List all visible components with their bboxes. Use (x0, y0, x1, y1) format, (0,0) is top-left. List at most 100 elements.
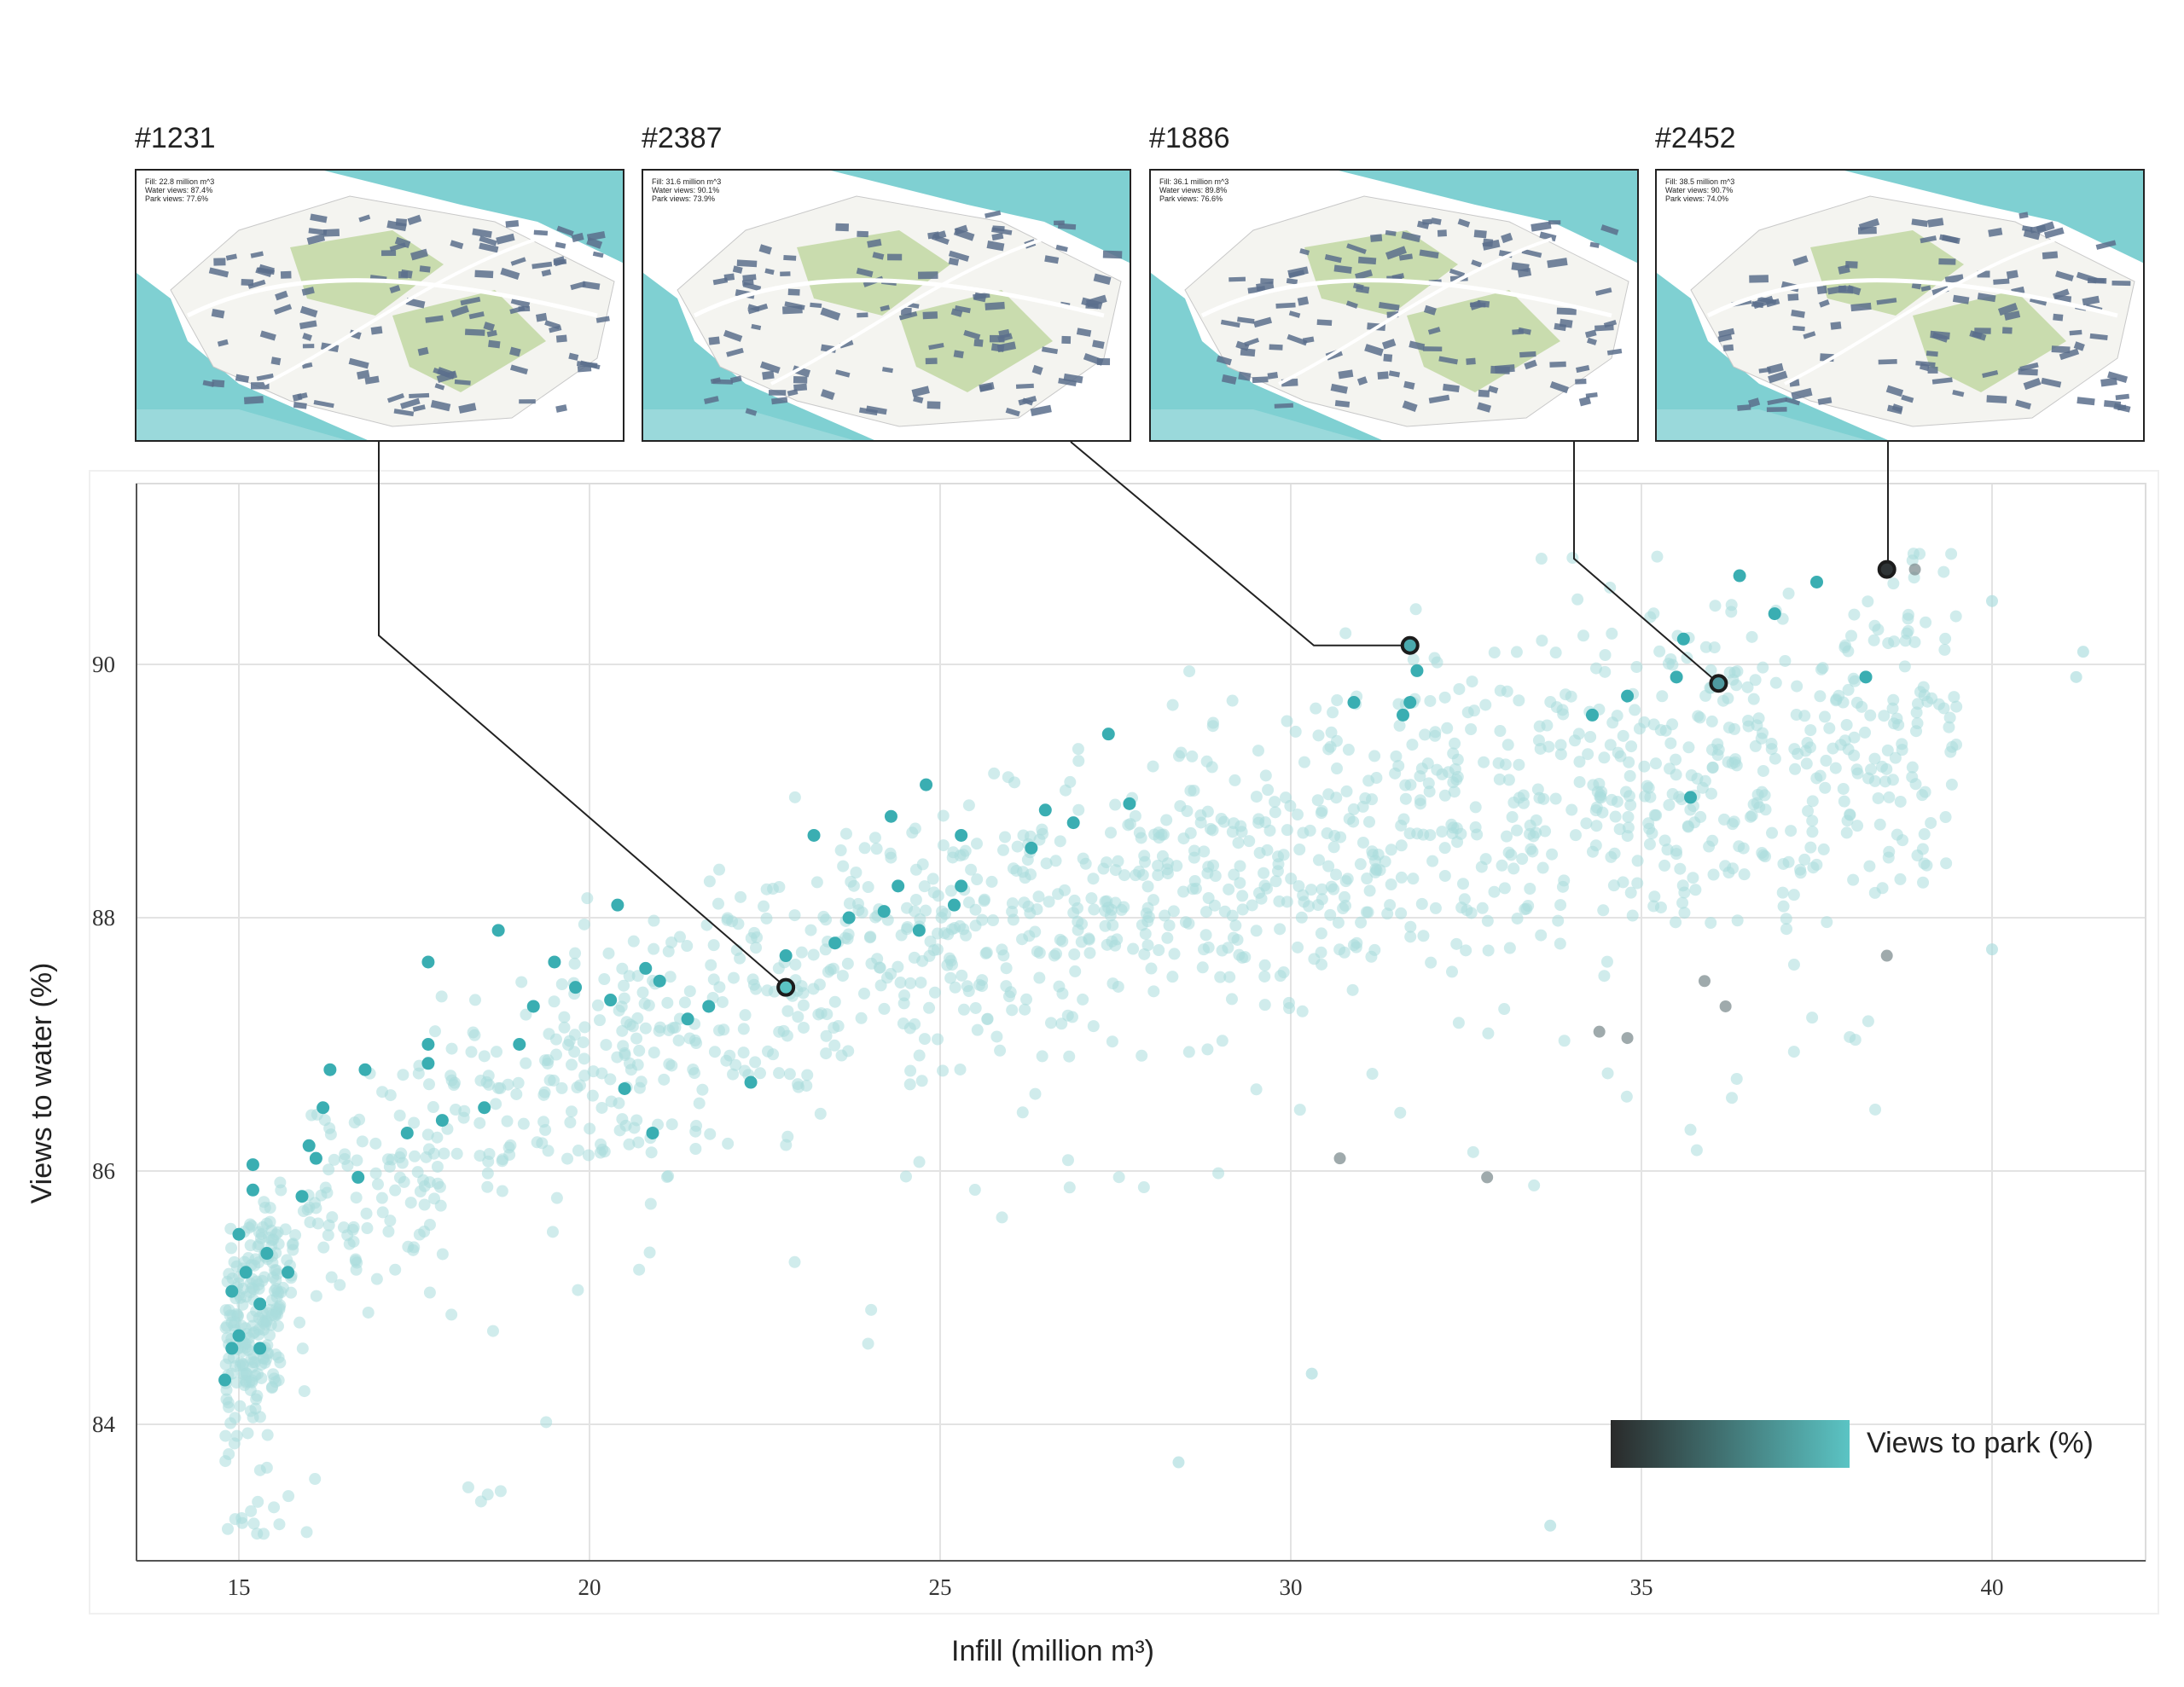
scatter-point (595, 1101, 608, 1114)
scatter-point (1330, 868, 1343, 881)
building-block (1816, 285, 1827, 295)
frontier-point (358, 1063, 372, 1076)
frontier-point (513, 1038, 526, 1051)
thumbnail-park-text: Park views: 76.6% (1159, 194, 1223, 203)
scatter-point (1766, 826, 1779, 839)
highlighted-point-2387[interactable] (1400, 635, 1420, 655)
frontier-point (1101, 728, 1115, 741)
building-block (703, 396, 719, 405)
scatter-point (1787, 1046, 1800, 1058)
scatter-point (1366, 845, 1379, 858)
scatter-point (843, 897, 856, 910)
y-axis-title: Views to water (%) (26, 962, 58, 1204)
scatter-point (1449, 737, 1461, 750)
building-block (913, 395, 924, 404)
scatter-point (1166, 971, 1179, 983)
scatter-point (1194, 816, 1207, 829)
building-block (747, 304, 760, 312)
scatter-point (1790, 709, 1803, 722)
scatter-point (1087, 1020, 1100, 1033)
scatter-point (386, 1153, 398, 1166)
scatter-point (1206, 824, 1219, 837)
thumbnail-fill-text: Fill: 31.6 million m^3 (652, 177, 722, 186)
scatter-point (1011, 840, 1024, 853)
scatter-point (1136, 1049, 1148, 1062)
scatter-point (1510, 646, 1523, 658)
scatter-point (1753, 801, 1766, 814)
building-block (1383, 353, 1393, 362)
scatter-point (1199, 929, 1212, 942)
building-block (2002, 327, 2013, 334)
scatter-point (1456, 878, 1469, 890)
scatter-point (1670, 916, 1682, 929)
scatter-point (486, 1325, 499, 1337)
y-tick-label: 86 (92, 1158, 115, 1184)
scatter-point (1379, 855, 1391, 868)
scatter-point (297, 1205, 310, 1218)
scatter-point (578, 1070, 591, 1082)
scatter-point (1305, 1367, 1318, 1380)
scatter-point (1829, 762, 1842, 774)
building-block (771, 397, 788, 405)
building-block (973, 339, 984, 347)
scatter-point (369, 1167, 382, 1180)
scatter-point (1800, 757, 1813, 770)
scatter-point (841, 957, 854, 970)
building-block (1931, 332, 1949, 343)
scatter-point (1842, 683, 1855, 696)
scatter-point (328, 1153, 340, 1166)
scatter-point (683, 985, 696, 998)
scatter-point (1638, 716, 1651, 728)
scatter-point (1312, 854, 1325, 867)
frontier-point (955, 879, 968, 893)
building-block (217, 339, 229, 347)
scatter-point (1599, 665, 1612, 678)
scatter-point (1002, 771, 1014, 784)
scatter-point (1488, 646, 1501, 659)
scatter-point (1395, 907, 1408, 919)
scatter-point (1234, 877, 1246, 890)
scatter-point (1492, 757, 1505, 769)
scatter-point (795, 946, 808, 959)
scatter-point (1018, 896, 1031, 909)
building-block (1031, 364, 1043, 375)
scatter-point (904, 977, 917, 989)
frontier-point (1684, 791, 1698, 804)
scatter-point (1589, 804, 1602, 817)
scatter-point (1228, 868, 1240, 881)
scatter-point (1465, 722, 1478, 735)
building-block (380, 250, 397, 257)
building-block (1858, 218, 1880, 231)
scatter-point (1532, 734, 1545, 747)
frontier-point (892, 879, 905, 893)
scatter-point (729, 1058, 742, 1071)
scatter-point (868, 832, 881, 844)
scatter-point (350, 1263, 363, 1276)
building-block (247, 279, 266, 289)
building-block (948, 250, 970, 262)
highlighted-point-1231[interactable] (776, 977, 796, 997)
building-block (1531, 221, 1552, 232)
scatter-point (1016, 1106, 1029, 1119)
highlighted-point-1886[interactable] (1709, 674, 1728, 693)
scatter-point (1651, 550, 1664, 563)
scatter-point (261, 1429, 274, 1441)
building-block (872, 252, 885, 260)
scatter-point (987, 914, 1000, 927)
scatter-point (923, 1001, 936, 1014)
scatter-point (639, 1022, 652, 1035)
scatter-point (1606, 716, 1619, 729)
building-block (708, 336, 720, 345)
scatter-point (1528, 1179, 1541, 1191)
scatter-point (319, 1181, 332, 1194)
scatter-point (1757, 661, 1769, 674)
scatter-point (1196, 961, 1209, 974)
scatter-point (713, 1024, 726, 1037)
scatter-point (341, 1159, 354, 1172)
scatter-point (665, 1118, 678, 1131)
scatter-point (413, 1228, 426, 1241)
scatter-point (1298, 756, 1310, 768)
scatter-point (1816, 662, 1829, 675)
scatter-point (915, 1075, 928, 1087)
highlighted-point-2452[interactable] (1877, 559, 1896, 579)
